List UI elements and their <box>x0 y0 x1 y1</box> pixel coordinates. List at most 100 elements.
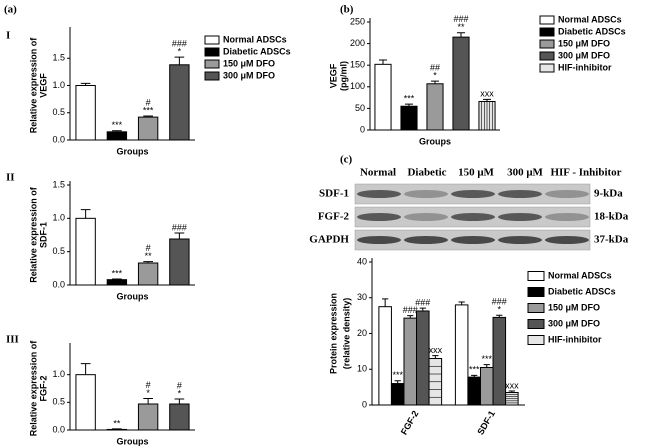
legend-swatch <box>539 27 555 37</box>
legend-swatch <box>539 15 555 25</box>
blot-band <box>451 236 495 244</box>
bar <box>75 374 96 431</box>
row-label: GAPDH <box>309 234 349 246</box>
significance-label: * <box>178 388 182 398</box>
bar <box>390 383 405 406</box>
legend-label: 150 μM DFO <box>223 58 275 68</box>
significance-label: * <box>498 305 502 315</box>
blot-band <box>404 236 448 244</box>
blot-band <box>498 236 542 244</box>
y-tick-label: 0 <box>360 124 365 134</box>
blot-band <box>498 190 542 198</box>
significance-label: *** <box>469 365 480 375</box>
y-tick-label: 0.5 <box>52 246 65 256</box>
y-axis-label: VEGF <box>328 63 338 88</box>
legend-label: Normal ADSCs <box>223 34 287 44</box>
error-bar <box>143 115 153 118</box>
bar <box>137 403 159 431</box>
lane-label: 150 μM <box>458 167 494 179</box>
legend-label: HIF-inhibitor <box>548 334 602 344</box>
bar <box>137 116 159 141</box>
y-tick-label: 10 <box>357 364 367 374</box>
legend-label: 150 μM DFO <box>558 38 610 48</box>
x-axis-label: Groups <box>116 146 148 156</box>
bar <box>426 83 444 131</box>
x-tick-label: SDF-1 <box>475 409 497 437</box>
y-tick-label: 1.5 <box>52 53 65 63</box>
y-axis-label: FGF-2 <box>38 376 48 402</box>
significance-label: ### <box>492 297 507 307</box>
legend-swatch <box>204 47 220 57</box>
y-axis-label: (relative density) <box>341 298 351 370</box>
significance-label: *** <box>404 93 415 103</box>
y-tick-label: 1.5 <box>52 179 65 189</box>
bar <box>106 428 128 431</box>
error-bar <box>394 380 401 384</box>
significance-label: ## <box>430 63 440 73</box>
significance-label: xxx <box>480 89 494 99</box>
legend-swatch <box>527 287 545 297</box>
legend-label: 300 μM DFO <box>223 70 275 80</box>
y-tick-label: 0.0 <box>52 279 65 289</box>
y-tick-label: 0.5 <box>52 397 65 407</box>
legend-label: Normal ADSCs <box>548 270 612 280</box>
y-tick-label: 0.5 <box>52 107 65 117</box>
error-bar <box>80 209 91 219</box>
y-axis-label: VEGF <box>38 73 48 98</box>
bar <box>416 310 430 406</box>
legend-swatch <box>539 63 555 73</box>
subpanel-label: I <box>6 30 10 42</box>
y-tick-label: 150 <box>350 60 365 70</box>
x-axis-label: Groups <box>419 136 451 146</box>
legend-swatch <box>204 35 220 45</box>
error-bar <box>496 314 503 318</box>
significance-label: # <box>146 97 151 107</box>
legend-swatch <box>204 59 220 69</box>
bar <box>75 217 96 286</box>
bar <box>479 366 494 406</box>
error-bar <box>174 56 185 65</box>
y-tick-label: 0.0 <box>52 134 65 144</box>
significance-label: * <box>433 71 437 81</box>
panel-label: (c) <box>340 154 353 166</box>
significance-label: ### <box>172 222 187 232</box>
y-tick-label: 250 <box>350 16 365 26</box>
error-bar <box>430 80 440 84</box>
bar <box>452 36 470 131</box>
error-bar <box>80 363 91 375</box>
blot-band <box>451 190 495 198</box>
legend-swatch <box>527 319 545 329</box>
blot-band <box>357 236 401 244</box>
row-label: SDF-1 <box>319 188 349 200</box>
lane-label: Normal <box>360 167 396 179</box>
legend-label: Diabetic ADSCs <box>548 286 616 296</box>
significance-label: ** <box>113 418 121 428</box>
legend-label: Normal ADSCs <box>558 14 622 24</box>
y-tick-label: 1.0 <box>52 369 65 379</box>
legend-swatch <box>539 39 555 49</box>
bar <box>137 262 159 286</box>
legend-swatch <box>527 335 545 345</box>
significance-label: # <box>146 380 151 390</box>
error-bar <box>458 301 465 305</box>
y-tick-label: 100 <box>350 81 365 91</box>
significance-label: ### <box>453 14 468 24</box>
blot-band <box>451 213 495 221</box>
bar <box>378 306 392 406</box>
error-bar <box>482 98 492 102</box>
significance-label: ### <box>415 297 430 307</box>
y-tick-label: 50 <box>355 103 365 113</box>
legend-label: 150 μM DFO <box>548 302 600 312</box>
size-label: 9-kDa <box>594 188 623 200</box>
significance-label: *** <box>112 268 123 278</box>
panel-label: (b) <box>340 4 354 16</box>
significance-label: *** <box>392 370 403 380</box>
error-bar <box>471 374 478 378</box>
bar <box>169 403 190 431</box>
significance-label: * <box>146 388 150 398</box>
error-bar <box>407 315 414 319</box>
y-axis-label: Relative expression of <box>28 186 38 283</box>
error-bar <box>174 398 185 404</box>
legend-label: 300 μM DFO <box>548 318 600 328</box>
subpanel-label: III <box>6 334 19 346</box>
